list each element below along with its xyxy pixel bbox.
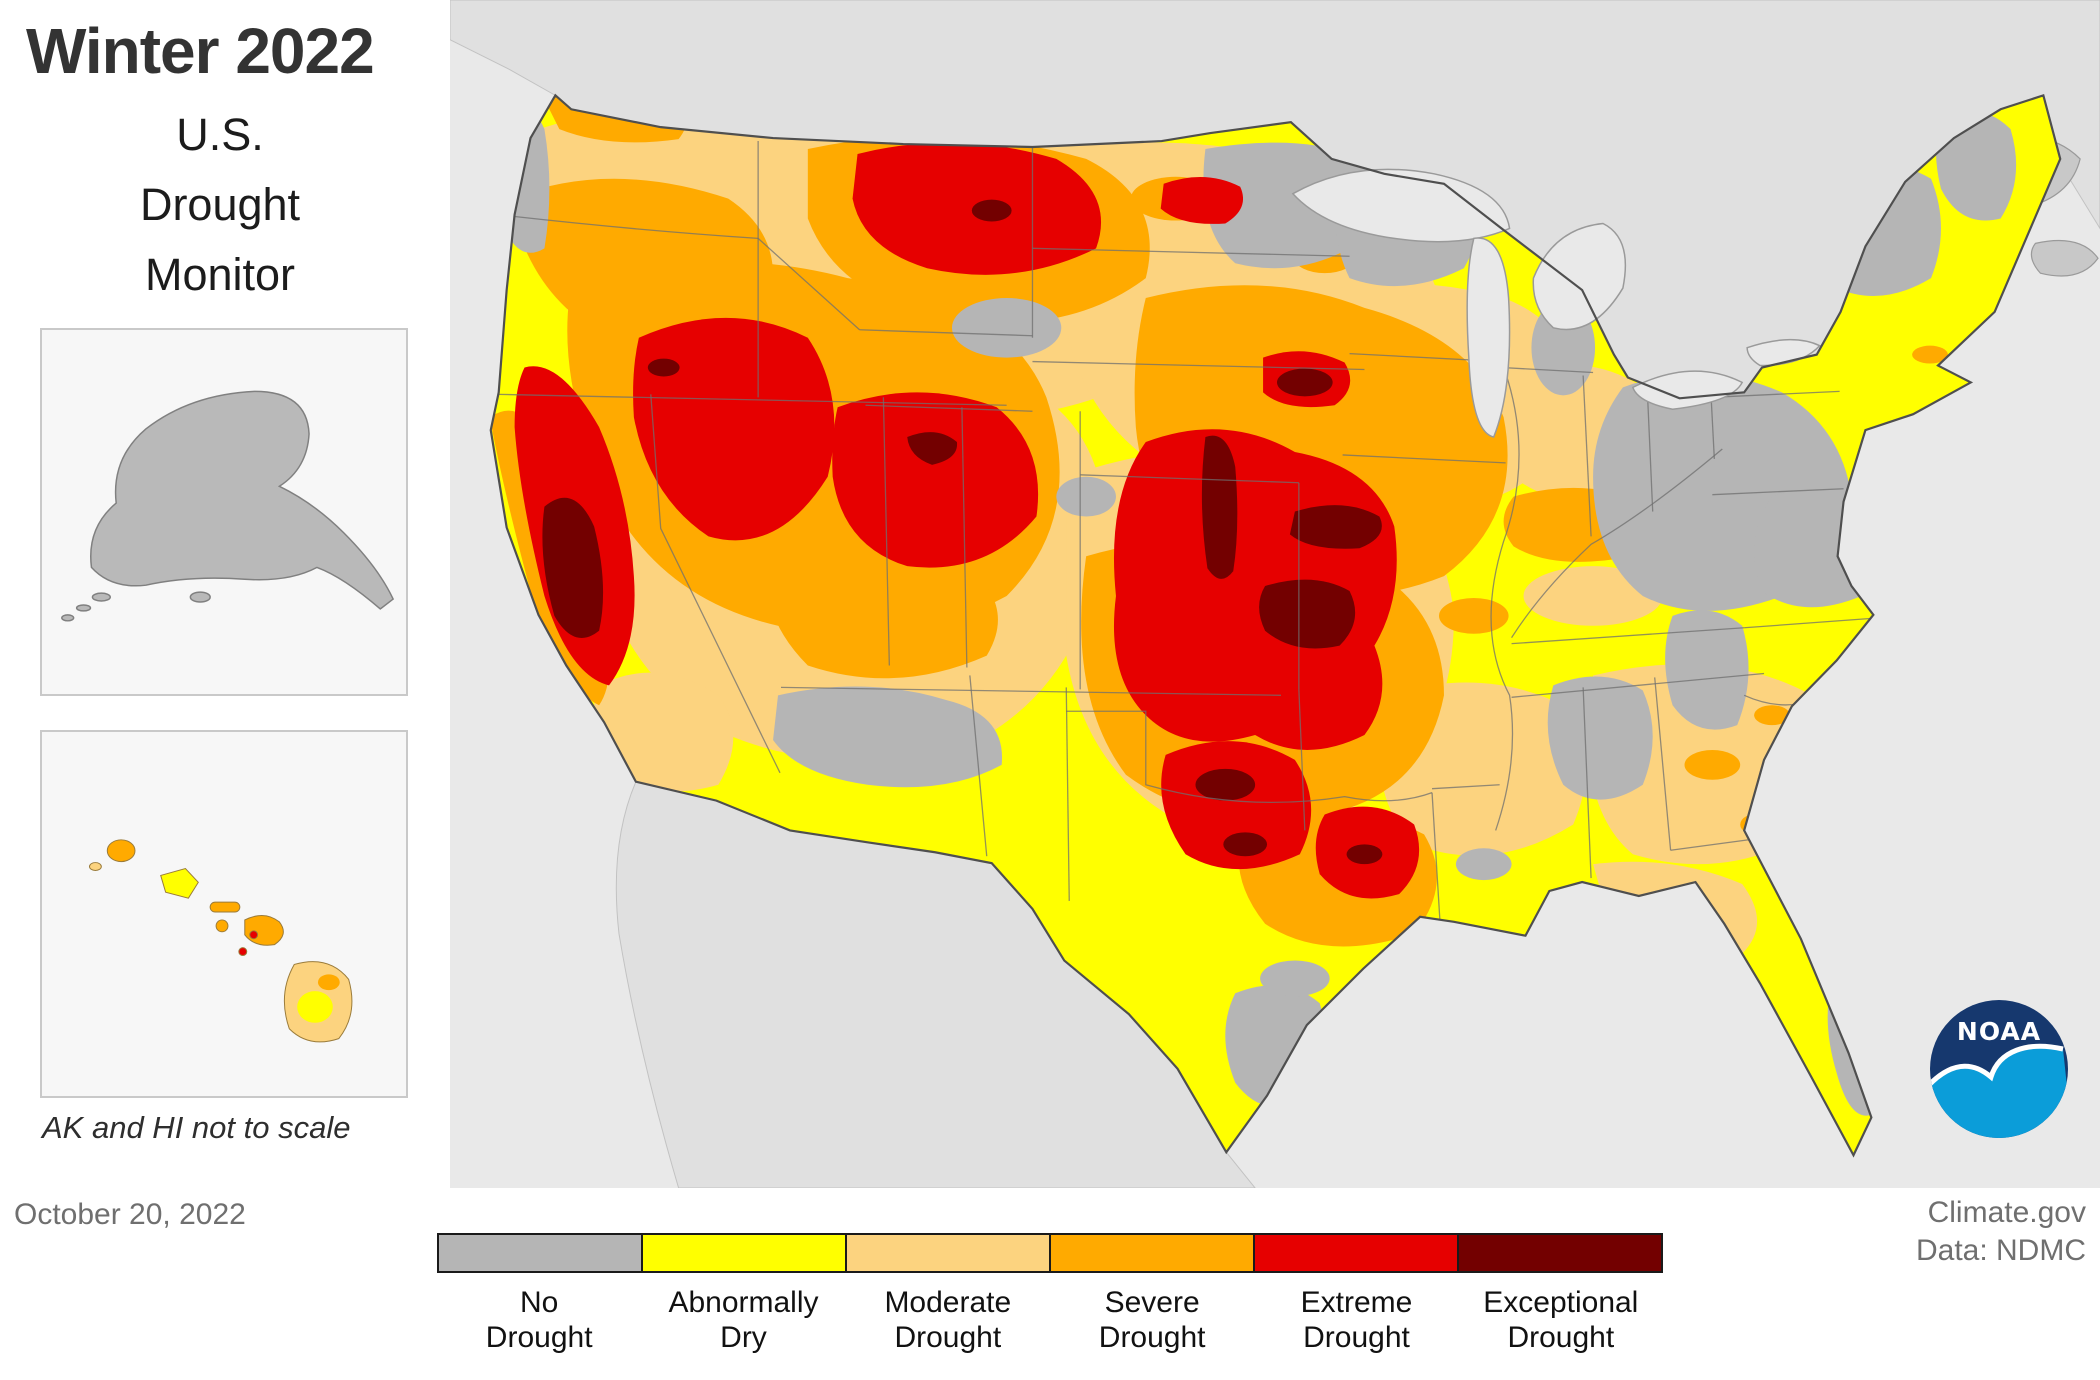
us-drought-map [450, 0, 2100, 1188]
legend-color-bar [437, 1233, 1663, 1273]
legend-swatch-no-drought [439, 1235, 641, 1271]
legend-swatch-exceptional-drought [1457, 1235, 1661, 1271]
alaska-inset [40, 328, 408, 696]
subtitle-line-1: U.S. [176, 109, 264, 160]
legend-swatch-severe-drought [1049, 1235, 1253, 1271]
credits: Climate.gov Data: NDMC [1916, 1194, 2086, 1270]
legend-label-extreme-drought: Extreme Drought [1300, 1286, 1413, 1354]
legend-swatch-moderate-drought [845, 1235, 1049, 1271]
canadian-province-shape [2030, 240, 2099, 277]
conus-map-svg [450, 0, 2100, 1188]
exceptional-drought-regions [542, 199, 1383, 865]
legend-label-severe-drought: Severe Drought [1098, 1286, 1206, 1354]
alaska-silhouette [61, 390, 395, 622]
map-date: October 20, 2022 [14, 1198, 246, 1231]
noaa-logo: NOAA [1925, 995, 2073, 1143]
noaa-wave [1930, 1046, 2068, 1138]
legend-label-abnormally-dry: Abnormally Dry [668, 1286, 819, 1354]
page-subtitle: U.S. Drought Monitor [0, 100, 440, 310]
subtitle-line-3: Monitor [144, 249, 296, 300]
noaa-seagull-icon [1930, 1043, 2064, 1089]
inset-scale-note: AK and HI not to scale [42, 1110, 351, 1145]
credit-data: Data: NDMC [1915, 1234, 2086, 1267]
legend-swatch-abnormally-dry [641, 1235, 845, 1271]
state-borders [498, 141, 1880, 922]
hawaii-islands [88, 839, 353, 1043]
legend-label-moderate-drought: Moderate Drought [884, 1286, 1012, 1354]
credit-source: Climate.gov [1927, 1196, 2086, 1229]
legend-label-exceptional-drought: Exceptional Drought [1483, 1286, 1639, 1354]
legend-label-no-drought: No Drought [485, 1286, 593, 1354]
legend-swatch-extreme-drought [1253, 1235, 1457, 1271]
legend-labels: No Drought Abnormally Dry Moderate Drought … [437, 1285, 1663, 1355]
hawaii-inset [40, 730, 408, 1098]
great-lakes [1291, 168, 1821, 438]
noaa-logo-text: NOAA [1957, 1017, 2041, 1046]
subtitle-line-2: Drought [139, 179, 301, 230]
page-title: Winter 2022 [26, 15, 375, 87]
drought-legend: No Drought Abnormally Dry Moderate Drought … [437, 1233, 1663, 1355]
